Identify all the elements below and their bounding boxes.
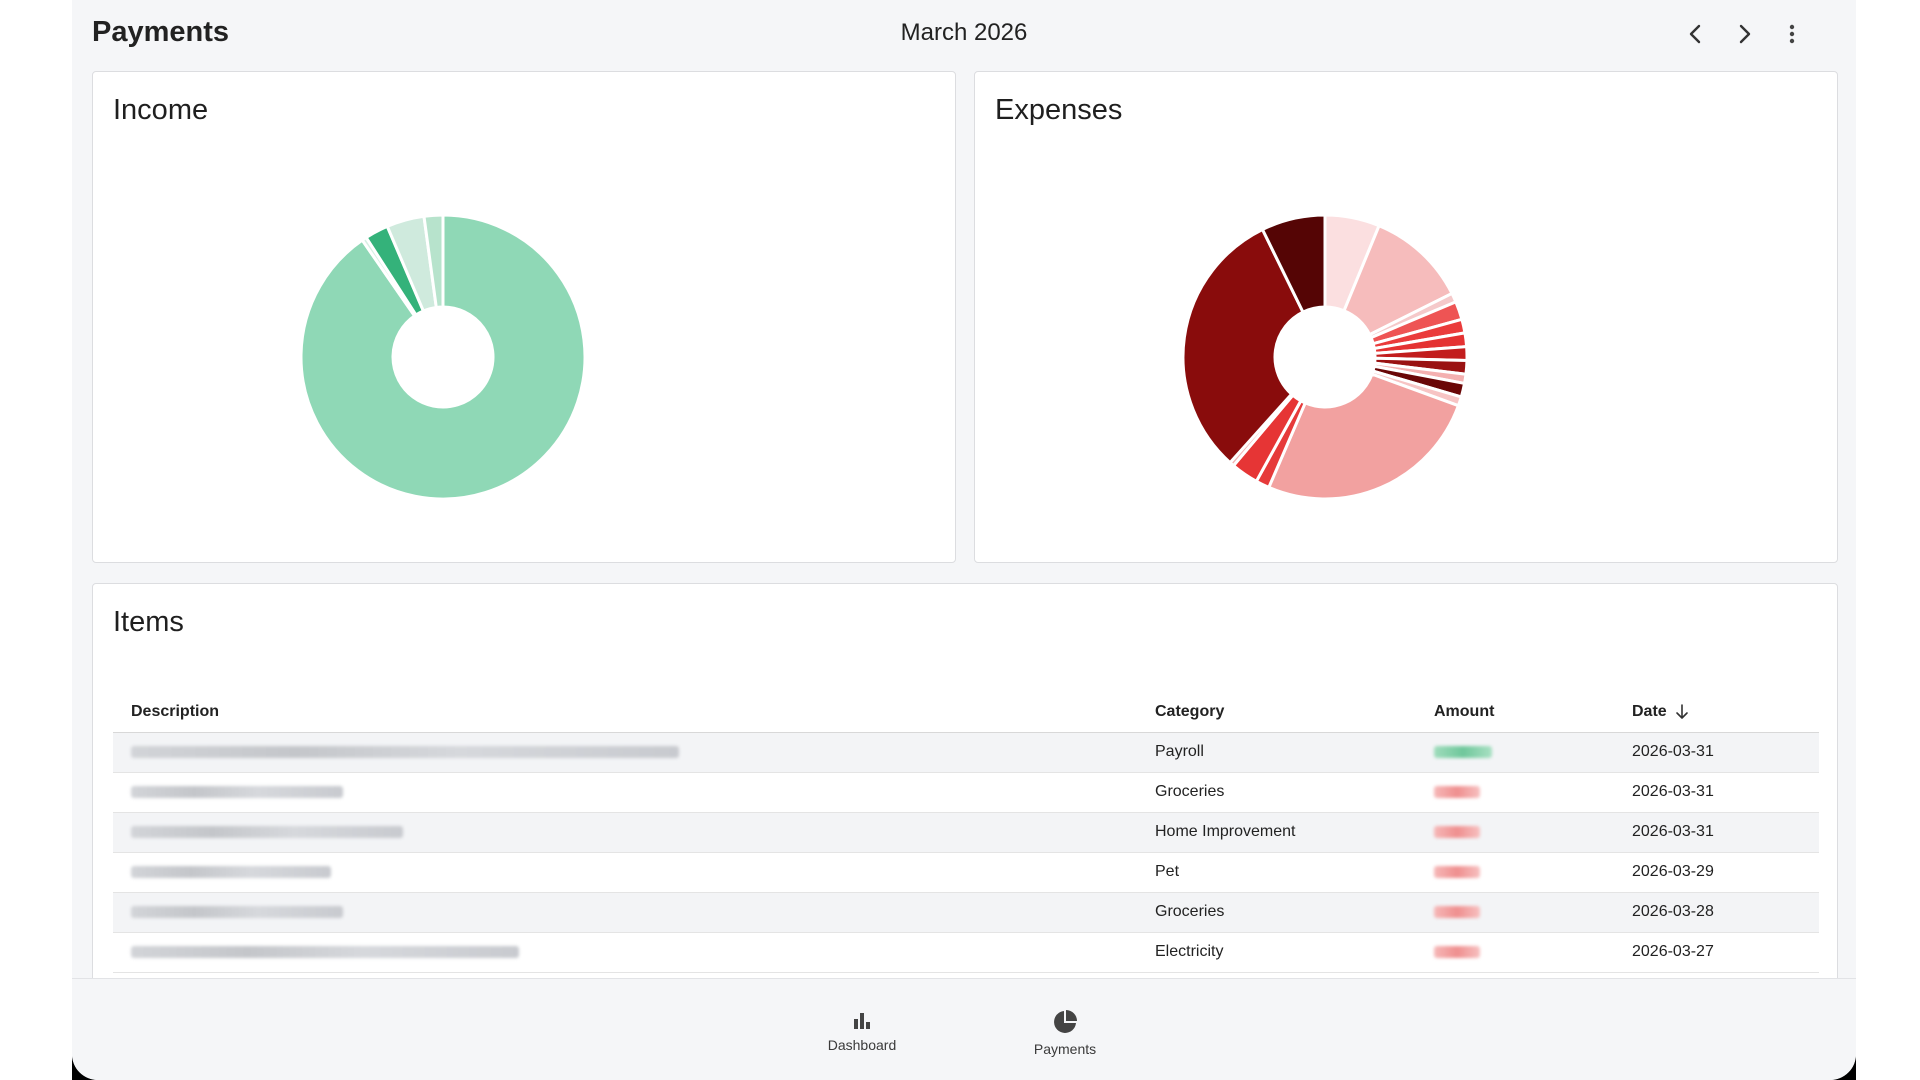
income-donut-chart: [299, 213, 587, 501]
next-month-button[interactable]: [1724, 14, 1764, 54]
row-description: [113, 932, 1155, 973]
row-amount: [1434, 772, 1632, 813]
table-row[interactable]: Pet 2026-03-29: [113, 852, 1819, 893]
row-category: Groceries: [1155, 892, 1434, 933]
items-table-body: Payroll 2026-03-31 Groceries 2026-03-31 Home…: [113, 732, 1819, 973]
row-amount: [1434, 892, 1632, 933]
row-description: [113, 812, 1155, 853]
page-title: Payments: [92, 16, 230, 48]
row-amount: [1434, 812, 1632, 853]
items-title: Items: [113, 606, 184, 638]
column-header-date-label: Date: [1632, 702, 1667, 720]
expenses-title: Expenses: [995, 94, 1123, 126]
table-row[interactable]: Home Improvement 2026-03-31: [113, 812, 1819, 853]
row-description: [113, 772, 1155, 813]
row-category: Home Improvement: [1155, 812, 1434, 853]
row-description: [113, 732, 1155, 773]
row-description: [113, 892, 1155, 933]
more-vert-icon: [1789, 24, 1795, 44]
redacted-amount: [1434, 825, 1480, 838]
expenses-donut-chart: [1181, 213, 1469, 501]
expenses-card: Expenses: [974, 71, 1838, 563]
table-header-row: Description Category Amount Date: [113, 692, 1819, 733]
income-title: Income: [113, 94, 209, 126]
redacted-description: [131, 745, 679, 758]
chevron-right-icon: [1739, 24, 1751, 44]
bar-chart-icon: [854, 1013, 870, 1029]
pie-chart-icon: [1054, 1010, 1077, 1033]
redacted-description: [131, 865, 331, 878]
redacted-description: [131, 945, 519, 958]
nav-dashboard[interactable]: Dashboard: [802, 1009, 922, 1053]
current-month: March 2026: [900, 19, 1028, 46]
row-amount: [1434, 852, 1632, 893]
items-card: Items Description Category Amount Date P…: [92, 583, 1838, 983]
top-bar: Payments March 2026: [72, 0, 1856, 70]
row-category: Electricity: [1155, 932, 1434, 973]
window-edge-right: [1856, 0, 1920, 1080]
chevron-left-icon: [1689, 24, 1701, 44]
expenses-slice-11[interactable]: [1267, 372, 1460, 501]
nav-payments[interactable]: Payments: [1005, 1009, 1125, 1057]
redacted-amount: [1434, 905, 1480, 918]
table-row[interactable]: Payroll 2026-03-31: [113, 732, 1819, 773]
redacted-amount: [1434, 865, 1480, 878]
bottom-navigation: Dashboard Payments: [72, 978, 1856, 1080]
column-header-category[interactable]: Category: [1155, 692, 1434, 733]
more-options-button[interactable]: [1772, 14, 1812, 54]
row-date: 2026-03-29: [1632, 852, 1819, 893]
row-category: Pet: [1155, 852, 1434, 893]
row-date: 2026-03-31: [1632, 812, 1819, 853]
column-header-date[interactable]: Date: [1632, 692, 1819, 733]
items-table: Description Category Amount Date Payroll…: [113, 692, 1819, 973]
table-row[interactable]: Groceries 2026-03-28: [113, 892, 1819, 933]
nav-payments-label: Payments: [1033, 1041, 1097, 1057]
row-date: 2026-03-28: [1632, 892, 1819, 933]
previous-month-button[interactable]: [1676, 14, 1716, 54]
column-header-description[interactable]: Description: [113, 692, 1155, 733]
month-label-wrap: March 2026: [72, 19, 1856, 47]
row-date: 2026-03-31: [1632, 732, 1819, 773]
row-date: 2026-03-31: [1632, 772, 1819, 813]
income-slice-4[interactable]: [422, 213, 445, 309]
row-amount: [1434, 732, 1632, 773]
expenses-slice-16[interactable]: [1260, 213, 1327, 314]
redacted-amount: [1434, 785, 1480, 798]
table-row[interactable]: Groceries 2026-03-31: [113, 772, 1819, 813]
redacted-amount: [1434, 745, 1492, 758]
redacted-amount: [1434, 945, 1480, 958]
redacted-description: [131, 785, 343, 798]
row-date: 2026-03-27: [1632, 932, 1819, 973]
row-category: Payroll: [1155, 732, 1434, 773]
redacted-description: [131, 825, 403, 838]
expenses-slice-15[interactable]: [1181, 227, 1305, 465]
window-edge-left: [0, 0, 72, 1080]
row-amount: [1434, 932, 1632, 973]
redacted-description: [131, 905, 343, 918]
row-category: Groceries: [1155, 772, 1434, 813]
income-slice-0[interactable]: [299, 213, 587, 501]
app-window: Payments March 2026 Income Expenses Item…: [72, 0, 1856, 1080]
table-row[interactable]: Electricity 2026-03-27: [113, 932, 1819, 973]
income-card: Income: [92, 71, 956, 563]
column-header-amount[interactable]: Amount: [1434, 692, 1632, 733]
arrow-down-icon: [1675, 703, 1688, 719]
nav-dashboard-label: Dashboard: [827, 1037, 897, 1053]
row-description: [113, 852, 1155, 893]
